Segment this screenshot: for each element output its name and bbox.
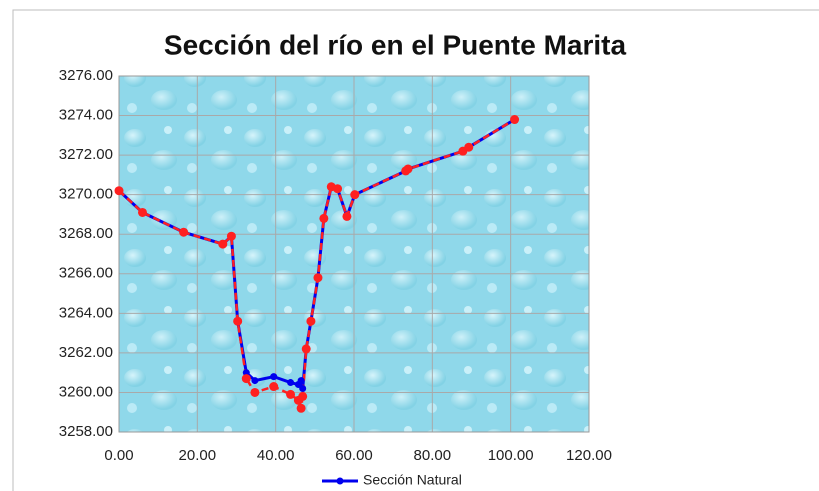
y-tick-label: 3270.00: [59, 186, 113, 203]
x-tick-label: 40.00: [257, 447, 295, 464]
point: [342, 211, 352, 221]
point: [297, 377, 305, 385]
x-tick-label: 100.00: [488, 447, 534, 464]
point: [251, 377, 259, 385]
point: [218, 239, 228, 249]
point: [319, 213, 329, 223]
x-tick-label: 80.00: [414, 447, 452, 464]
x-tick-label: 0.00: [104, 447, 133, 464]
point: [403, 164, 413, 174]
point: [350, 190, 360, 200]
y-tick-label: 3268.00: [59, 225, 113, 242]
point: [250, 387, 260, 397]
point: [313, 273, 323, 283]
point: [299, 384, 307, 392]
point: [233, 316, 243, 326]
point: [301, 344, 311, 354]
y-tick-label: 3264.00: [59, 304, 113, 321]
point: [269, 382, 279, 392]
point: [242, 369, 250, 377]
y-tick-label: 3262.00: [59, 344, 113, 361]
y-tick-label: 3258.00: [59, 423, 113, 440]
point: [510, 115, 520, 125]
series-line: [118, 118, 516, 409]
x-tick-label: 20.00: [179, 447, 217, 464]
y-tick-label: 3276.00: [59, 67, 113, 84]
point: [306, 316, 316, 326]
legend-label: Sección Natural: [363, 472, 462, 488]
y-tick-label: 3266.00: [59, 265, 113, 282]
point: [114, 186, 124, 196]
point: [287, 379, 295, 387]
point: [464, 142, 474, 152]
point: [333, 184, 343, 194]
point: [270, 373, 278, 381]
point: [296, 403, 306, 413]
y-tick-label: 3274.00: [59, 107, 113, 124]
plot-border: [118, 75, 590, 433]
chart-border: [12, 9, 819, 491]
legend-marker: [336, 477, 344, 485]
point: [179, 227, 189, 237]
x-tick-label: 120.00: [566, 447, 612, 464]
point: [241, 374, 251, 384]
point: [298, 391, 308, 401]
chart-title: Sección del río en el Puente Marita: [164, 29, 627, 60]
point: [226, 231, 236, 241]
y-tick-label: 3260.00: [59, 383, 113, 400]
x-tick-label: 60.00: [335, 447, 373, 464]
y-tick-label: 3272.00: [59, 146, 113, 163]
point: [138, 207, 147, 217]
point: [286, 389, 296, 399]
